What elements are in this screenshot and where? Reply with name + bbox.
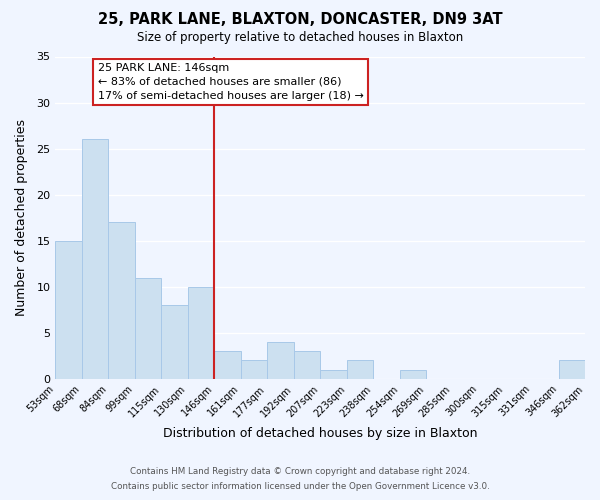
- Bar: [267, 342, 293, 379]
- Text: 25, PARK LANE, BLAXTON, DONCASTER, DN9 3AT: 25, PARK LANE, BLAXTON, DONCASTER, DN9 3…: [98, 12, 502, 28]
- Y-axis label: Number of detached properties: Number of detached properties: [15, 119, 28, 316]
- Bar: [400, 370, 426, 379]
- Bar: [82, 140, 108, 379]
- Bar: [55, 240, 82, 379]
- X-axis label: Distribution of detached houses by size in Blaxton: Distribution of detached houses by size …: [163, 427, 478, 440]
- Text: Contains HM Land Registry data © Crown copyright and database right 2024.: Contains HM Land Registry data © Crown c…: [130, 467, 470, 476]
- Bar: [135, 278, 161, 379]
- Text: 25 PARK LANE: 146sqm
← 83% of detached houses are smaller (86)
17% of semi-detac: 25 PARK LANE: 146sqm ← 83% of detached h…: [98, 63, 364, 101]
- Bar: [108, 222, 135, 379]
- Bar: [214, 352, 241, 379]
- Bar: [241, 360, 267, 379]
- Bar: [188, 287, 214, 379]
- Text: Size of property relative to detached houses in Blaxton: Size of property relative to detached ho…: [137, 31, 463, 44]
- Bar: [320, 370, 347, 379]
- Bar: [347, 360, 373, 379]
- Bar: [559, 360, 585, 379]
- Bar: [293, 352, 320, 379]
- Bar: [161, 305, 188, 379]
- Text: Contains public sector information licensed under the Open Government Licence v3: Contains public sector information licen…: [110, 482, 490, 491]
